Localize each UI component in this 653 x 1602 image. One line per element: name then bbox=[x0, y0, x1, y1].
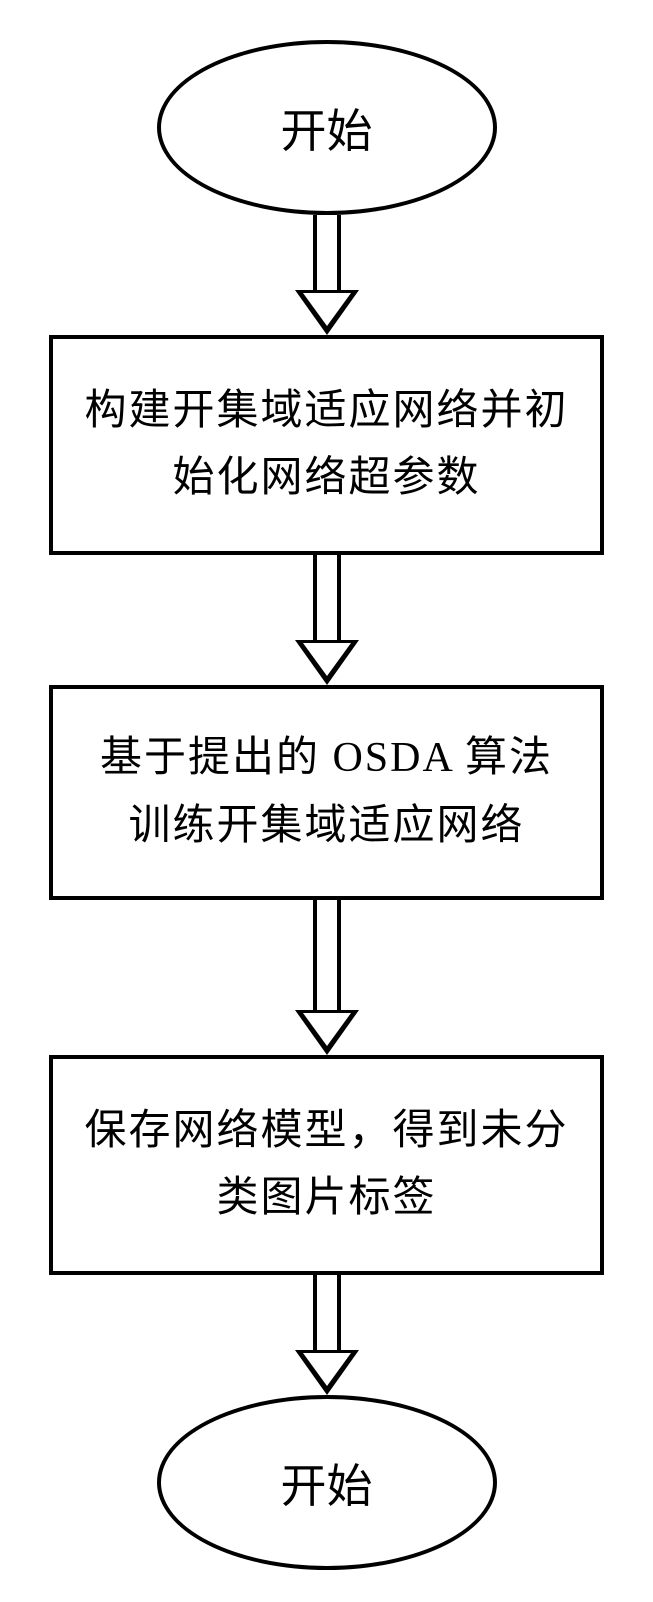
process-step-2: 基于提出的 OSDA 算法训练开集域适应网络 bbox=[49, 685, 604, 900]
process-step-3: 保存网络模型，得到未分类图片标签 bbox=[49, 1055, 604, 1275]
arrow-4 bbox=[295, 1275, 359, 1395]
arrow-2 bbox=[295, 555, 359, 685]
arrow-shaft bbox=[313, 1275, 341, 1350]
step3-label: 保存网络模型，得到未分类图片标签 bbox=[83, 1098, 570, 1232]
arrow-shaft bbox=[313, 215, 341, 290]
arrow-3 bbox=[295, 900, 359, 1055]
flowchart-container: 开始 构建开集域适应网络并初始化网络超参数 基于提出的 OSDA 算法训练开集域… bbox=[0, 0, 653, 1570]
step2-label: 基于提出的 OSDA 算法训练开集域适应网络 bbox=[83, 725, 570, 859]
arrow-head-icon bbox=[295, 640, 359, 685]
arrow-head-icon bbox=[295, 290, 359, 335]
step1-label: 构建开集域适应网络并初始化网络超参数 bbox=[83, 378, 570, 512]
start-label: 开始 bbox=[281, 95, 373, 161]
end-label: 开始 bbox=[281, 1450, 373, 1516]
arrow-shaft bbox=[313, 555, 341, 640]
arrow-1 bbox=[295, 215, 359, 335]
arrow-head-icon bbox=[295, 1010, 359, 1055]
arrow-head-icon bbox=[295, 1350, 359, 1395]
start-terminal: 开始 bbox=[157, 40, 497, 215]
end-terminal: 开始 bbox=[157, 1395, 497, 1570]
arrow-shaft bbox=[313, 900, 341, 1010]
process-step-1: 构建开集域适应网络并初始化网络超参数 bbox=[49, 335, 604, 555]
